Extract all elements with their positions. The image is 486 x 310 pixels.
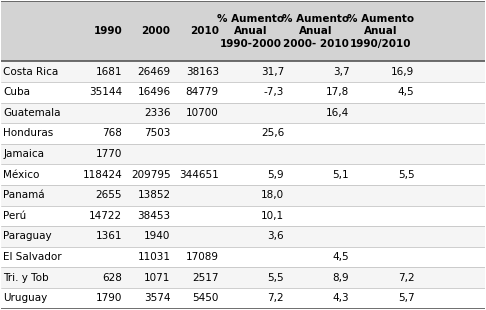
- Text: Perú: Perú: [3, 211, 27, 221]
- FancyBboxPatch shape: [1, 103, 485, 123]
- Text: 10,1: 10,1: [261, 211, 284, 221]
- Text: 7,2: 7,2: [398, 273, 415, 283]
- FancyBboxPatch shape: [1, 185, 485, 206]
- Text: 35144: 35144: [89, 87, 122, 97]
- Text: 11031: 11031: [138, 252, 171, 262]
- Text: 25,6: 25,6: [261, 128, 284, 139]
- Text: 768: 768: [103, 128, 122, 139]
- Text: 1071: 1071: [144, 273, 171, 283]
- Text: 4,3: 4,3: [333, 293, 349, 303]
- Text: 84779: 84779: [186, 87, 219, 97]
- FancyBboxPatch shape: [1, 226, 485, 247]
- Text: 7,2: 7,2: [267, 293, 284, 303]
- Text: 628: 628: [103, 273, 122, 283]
- Text: 5,5: 5,5: [267, 273, 284, 283]
- FancyBboxPatch shape: [1, 144, 485, 164]
- Text: 38453: 38453: [138, 211, 171, 221]
- Text: 1790: 1790: [96, 293, 122, 303]
- Text: Tri. y Tob: Tri. y Tob: [3, 273, 49, 283]
- FancyBboxPatch shape: [1, 288, 485, 309]
- Text: % Aumento
Anual
1990-2000: % Aumento Anual 1990-2000: [217, 14, 284, 49]
- Text: 8,9: 8,9: [333, 273, 349, 283]
- Text: 14722: 14722: [89, 211, 122, 221]
- Text: Honduras: Honduras: [3, 128, 53, 139]
- Text: 18,0: 18,0: [261, 190, 284, 200]
- FancyBboxPatch shape: [1, 61, 485, 82]
- FancyBboxPatch shape: [1, 1, 485, 61]
- Text: 5,5: 5,5: [398, 170, 415, 180]
- Text: 5,7: 5,7: [398, 293, 415, 303]
- Text: 26469: 26469: [138, 67, 171, 77]
- Text: Cuba: Cuba: [3, 87, 30, 97]
- Text: 2655: 2655: [96, 190, 122, 200]
- Text: 1940: 1940: [144, 232, 171, 241]
- Text: 16,4: 16,4: [326, 108, 349, 118]
- Text: Jamaica: Jamaica: [3, 149, 44, 159]
- Text: 31,7: 31,7: [261, 67, 284, 77]
- Text: 2000: 2000: [141, 26, 171, 36]
- Text: 3,6: 3,6: [267, 232, 284, 241]
- Text: 5450: 5450: [192, 293, 219, 303]
- Text: 1361: 1361: [96, 232, 122, 241]
- Text: Paraguay: Paraguay: [3, 232, 52, 241]
- Text: 16496: 16496: [138, 87, 171, 97]
- Text: 1990: 1990: [93, 26, 122, 36]
- Text: Uruguay: Uruguay: [3, 293, 48, 303]
- FancyBboxPatch shape: [1, 123, 485, 144]
- FancyBboxPatch shape: [1, 206, 485, 226]
- FancyBboxPatch shape: [1, 164, 485, 185]
- Text: Panamá: Panamá: [3, 190, 45, 200]
- Text: 2517: 2517: [192, 273, 219, 283]
- Text: 5,9: 5,9: [267, 170, 284, 180]
- Text: El Salvador: El Salvador: [3, 252, 62, 262]
- Text: 17089: 17089: [186, 252, 219, 262]
- Text: 4,5: 4,5: [398, 87, 415, 97]
- Text: 38163: 38163: [186, 67, 219, 77]
- Text: México: México: [3, 170, 40, 180]
- Text: 5,1: 5,1: [333, 170, 349, 180]
- Text: 344651: 344651: [179, 170, 219, 180]
- Text: 3,7: 3,7: [333, 67, 349, 77]
- Text: 1770: 1770: [96, 149, 122, 159]
- Text: Costa Rica: Costa Rica: [3, 67, 59, 77]
- Text: 4,5: 4,5: [333, 252, 349, 262]
- Text: 118424: 118424: [83, 170, 122, 180]
- Text: Guatemala: Guatemala: [3, 108, 61, 118]
- Text: 16,9: 16,9: [391, 67, 415, 77]
- Text: % Aumento
Anual
1990/2010: % Aumento Anual 1990/2010: [347, 14, 415, 49]
- Text: 17,8: 17,8: [326, 87, 349, 97]
- Text: 1681: 1681: [96, 67, 122, 77]
- Text: 13852: 13852: [138, 190, 171, 200]
- Text: 7503: 7503: [144, 128, 171, 139]
- Text: 2336: 2336: [144, 108, 171, 118]
- Text: % Aumento
Anual
2000- 2010: % Aumento Anual 2000- 2010: [282, 14, 349, 49]
- Text: -7,3: -7,3: [264, 87, 284, 97]
- Text: 209795: 209795: [131, 170, 171, 180]
- FancyBboxPatch shape: [1, 268, 485, 288]
- FancyBboxPatch shape: [1, 82, 485, 103]
- Text: 10700: 10700: [186, 108, 219, 118]
- Text: 3574: 3574: [144, 293, 171, 303]
- FancyBboxPatch shape: [1, 247, 485, 268]
- Text: 2010: 2010: [190, 26, 219, 36]
